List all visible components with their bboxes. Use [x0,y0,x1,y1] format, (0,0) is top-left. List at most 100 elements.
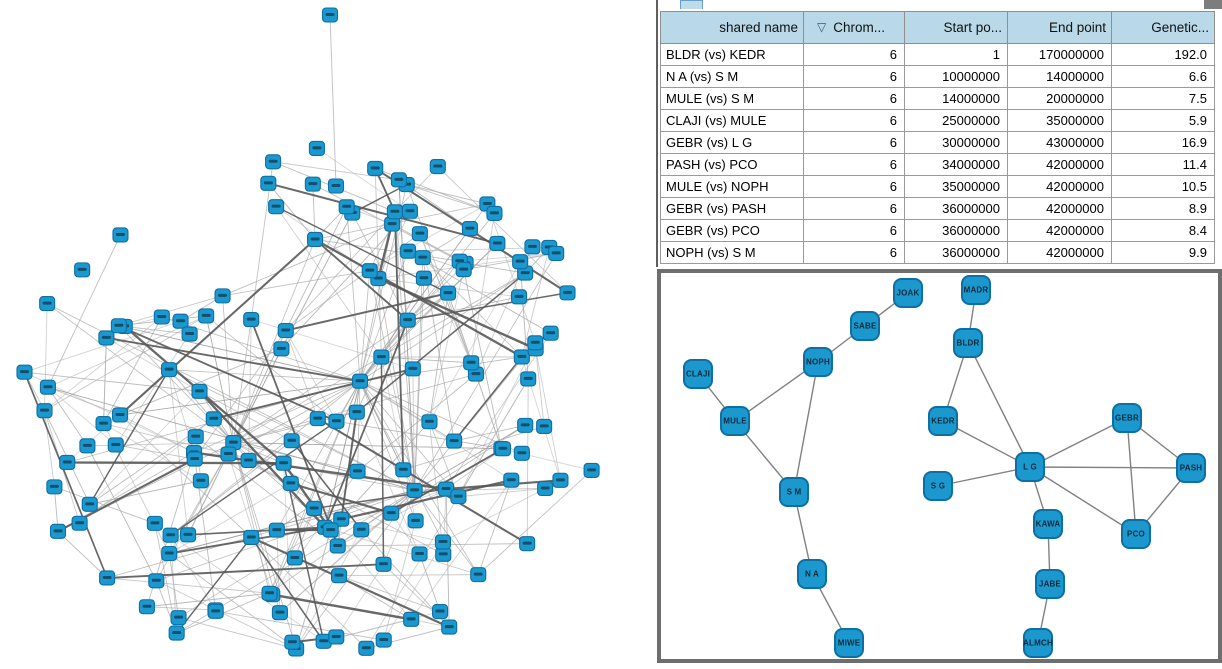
network-node[interactable] [467,366,484,382]
node-shape[interactable] [961,275,991,305]
node-shape[interactable] [720,406,750,436]
network-node[interactable] [395,462,412,478]
table-cell[interactable]: 6 [803,65,905,88]
network-node[interactable] [268,522,285,538]
network-node[interactable] [358,640,375,656]
network-node[interactable] [138,599,155,615]
network-node[interactable] [415,270,432,286]
table-cell[interactable]: 16.9 [1111,131,1215,154]
network-node[interactable] [489,235,506,252]
table-row[interactable]: CLAJI (vs) MULE 6 25000000 35000000 5.9 [660,109,1215,132]
network-node[interactable] [486,205,503,221]
table-cell[interactable]: 35000000 [904,175,1008,198]
network-node[interactable] [181,326,198,342]
network-node[interactable] [330,568,348,584]
network-edge-noph-s-m[interactable] [793,361,819,493]
node-shape[interactable] [1121,519,1151,549]
network-node[interactable] [583,462,600,478]
network-node[interactable] [367,160,384,176]
network-node[interactable] [205,411,222,427]
network-node[interactable] [527,335,544,351]
network-node[interactable] [411,546,428,562]
network-node[interactable] [304,176,321,192]
table-cell[interactable]: 6 [803,109,905,132]
network-node[interactable] [162,527,179,543]
network-edge-gebr-pco[interactable] [1126,417,1137,535]
network-node[interactable] [361,263,378,279]
table-cell[interactable]: 34000000 [904,153,1008,176]
network-node-noph[interactable]: NOPH [803,347,833,377]
node-shape[interactable] [1015,452,1045,482]
network-node[interactable] [353,522,370,538]
network-node[interactable] [446,433,463,449]
network-node[interactable] [168,625,185,641]
node-shape[interactable] [928,406,958,436]
network-node-kawa[interactable]: KAWA [1033,509,1063,539]
table-cell[interactable]: 42000000 [1007,197,1112,220]
network-node[interactable] [192,473,209,489]
network-node[interactable] [186,451,203,467]
network-node[interactable] [161,545,178,562]
table-cell[interactable]: 6 [803,175,905,198]
network-node[interactable] [240,452,257,469]
node-shape[interactable] [797,559,827,589]
network-node-gebr[interactable]: GEBR [1112,403,1142,433]
network-node[interactable] [220,446,237,462]
network-node[interactable] [461,221,478,237]
network-node[interactable] [399,312,416,328]
network-node-n-a[interactable]: N A [797,559,827,589]
network-node[interactable] [112,227,129,243]
network-node[interactable] [414,250,431,266]
network-edge-l-g-pco[interactable] [1029,466,1137,535]
network-node[interactable] [74,262,91,278]
table-cell[interactable]: 6 [803,197,905,220]
network-node[interactable] [517,265,534,281]
network-node-s-m[interactable]: S M [779,477,809,507]
network-edge-s-g-l-g[interactable] [937,466,1031,487]
network-node[interactable] [327,178,345,194]
network-node[interactable] [373,349,390,365]
network-node[interactable] [198,308,215,324]
node-shape[interactable] [1035,569,1065,599]
network-node[interactable] [275,455,292,471]
network-node-joak[interactable]: JOAK [893,278,923,308]
network-node-pco[interactable]: PCO [1121,519,1151,549]
column-header-start-po[interactable]: Start po... [904,11,1008,44]
network-node[interactable] [352,373,369,389]
table-row[interactable]: MULE (vs) S M 6 14000000 20000000 7.5 [660,87,1215,110]
network-node[interactable] [333,511,350,527]
network-node[interactable] [403,611,420,627]
network-node[interactable] [429,158,446,175]
network-node[interactable] [207,603,224,619]
filter-icon[interactable]: ▽ [817,20,827,34]
network-node[interactable] [517,417,534,433]
table-cell[interactable]: 192.0 [1111,43,1215,66]
network-node[interactable] [552,472,569,488]
network-node[interactable] [438,481,455,497]
network-node[interactable] [268,199,285,215]
network-node[interactable] [59,454,76,471]
network-node[interactable] [148,573,165,589]
table-cell[interactable]: BLDR (vs) KEDR [660,43,804,66]
network-node[interactable] [306,500,323,516]
table-cell[interactable]: 25000000 [904,109,1008,132]
table-row[interactable]: BLDR (vs) KEDR 6 1 170000000 192.0 [660,43,1215,66]
network-node-mule[interactable]: MULE [720,406,750,436]
network-node[interactable] [338,199,355,215]
table-cell[interactable]: GEBR (vs) PASH [660,197,804,220]
network-node[interactable] [284,634,301,650]
network-node[interactable] [271,605,288,621]
column-header-end-point[interactable]: End point [1007,11,1112,44]
network-node[interactable] [46,479,63,495]
table-cell[interactable]: 43000000 [1007,131,1112,154]
network-node[interactable] [559,285,576,301]
table-cell[interactable]: 8.9 [1111,197,1215,220]
network-node[interactable] [260,175,277,191]
network-node[interactable] [39,379,56,395]
table-cell[interactable]: N A (vs) S M [660,65,804,88]
table-cell[interactable]: 11.4 [1111,153,1215,176]
network-node[interactable] [99,570,116,586]
table-cell[interactable]: GEBR (vs) PCO [660,219,804,242]
network-node-miwe[interactable]: MIWE [834,628,864,658]
table-cell[interactable]: 6 [803,131,905,154]
